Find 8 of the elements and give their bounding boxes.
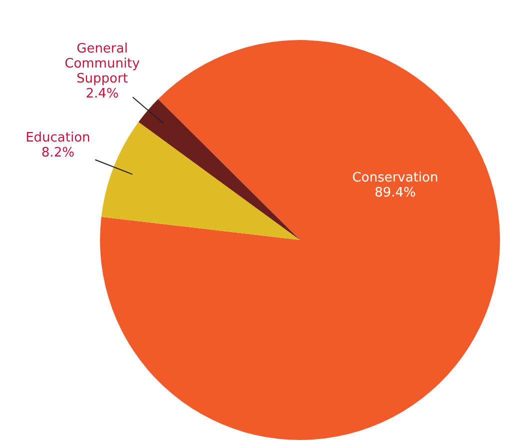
slice-label: Education (26, 130, 90, 146)
data-label: 89.4% (374, 186, 416, 200)
data-label: 2.4% (86, 86, 119, 102)
slice-label: Conservation (352, 170, 438, 186)
slice-label: General Community Support (64, 42, 140, 87)
pie-slice (101, 122, 300, 240)
pie-slice (138, 99, 300, 240)
data-label: 8.2% (41, 146, 74, 161)
